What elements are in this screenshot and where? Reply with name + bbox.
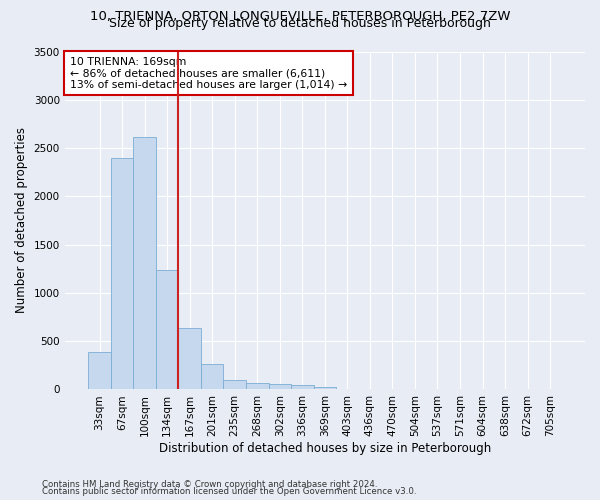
Y-axis label: Number of detached properties: Number of detached properties	[15, 128, 28, 314]
Bar	[246, 383, 269, 390]
Bar	[133, 138, 156, 390]
Bar	[201, 364, 223, 390]
Bar	[291, 385, 314, 390]
Bar	[269, 384, 291, 390]
Bar	[156, 270, 178, 390]
Bar	[178, 328, 201, 390]
Bar	[314, 386, 336, 390]
Bar	[223, 380, 246, 390]
Text: Contains HM Land Registry data © Crown copyright and database right 2024.: Contains HM Land Registry data © Crown c…	[42, 480, 377, 489]
X-axis label: Distribution of detached houses by size in Peterborough: Distribution of detached houses by size …	[159, 442, 491, 455]
Bar	[111, 158, 133, 390]
Bar	[88, 352, 111, 390]
Text: Size of property relative to detached houses in Peterborough: Size of property relative to detached ho…	[109, 18, 491, 30]
Text: Contains public sector information licensed under the Open Government Licence v3: Contains public sector information licen…	[42, 487, 416, 496]
Text: 10, TRIENNA, ORTON LONGUEVILLE, PETERBOROUGH, PE2 7ZW: 10, TRIENNA, ORTON LONGUEVILLE, PETERBOR…	[90, 10, 510, 23]
Text: 10 TRIENNA: 169sqm
← 86% of detached houses are smaller (6,611)
13% of semi-deta: 10 TRIENNA: 169sqm ← 86% of detached hou…	[70, 56, 347, 90]
